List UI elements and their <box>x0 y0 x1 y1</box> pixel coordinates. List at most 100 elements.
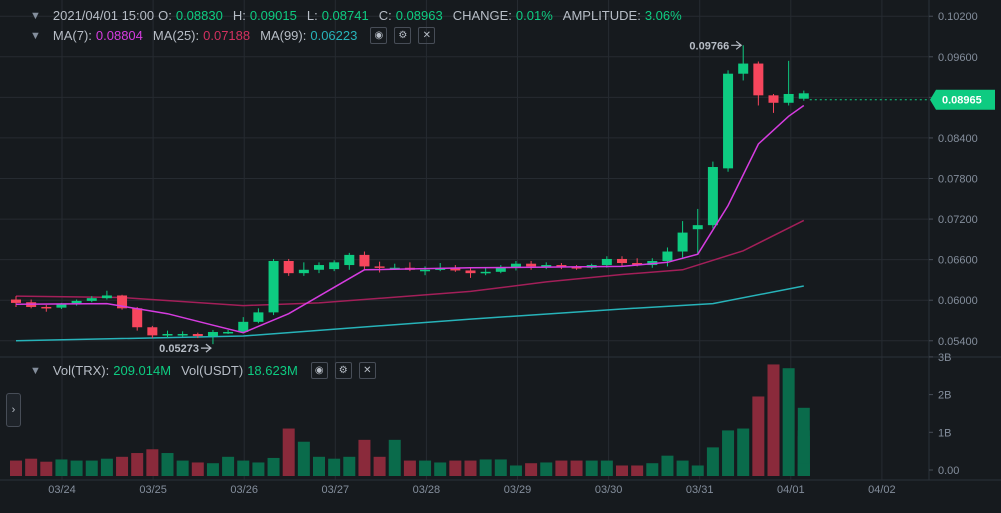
candle <box>117 294 128 310</box>
candle <box>223 329 234 335</box>
eye-icon[interactable]: ◉ <box>370 27 388 44</box>
candle <box>617 256 627 267</box>
volume-bar <box>40 461 53 476</box>
y-tick-label: 0.07200 <box>938 214 978 226</box>
candle-body <box>253 312 264 322</box>
volume-bar <box>252 462 265 476</box>
close-icon[interactable]: ✕ <box>358 362 376 379</box>
volume-bar <box>494 459 507 476</box>
volume-tick-label: 1B <box>938 427 951 439</box>
candle-body <box>541 265 552 267</box>
eye-icon[interactable]: ◉ <box>310 362 328 379</box>
volume-legend: ▼ Vol(TRX): 209.014M Vol(USDT) 18.623M ◉… <box>30 362 376 379</box>
candle <box>692 208 703 255</box>
ma7-value: 0.08804 <box>95 28 143 43</box>
expand-panel-button[interactable]: › <box>6 393 21 427</box>
ohlc-legend: ▼ 2021/04/01 15:00 O: 0.08830 H: 0.09015… <box>30 8 688 23</box>
candle <box>71 299 82 306</box>
amplitude-label: AMPLITUDE: <box>562 8 641 23</box>
x-tick-label: 03/29 <box>504 484 532 496</box>
y-tick-label: 0.07800 <box>938 174 978 186</box>
candle-body <box>56 304 67 308</box>
volume-bar <box>616 465 628 476</box>
volume-bar <box>313 456 325 476</box>
candle <box>556 263 567 270</box>
volume-bar <box>328 458 341 476</box>
y-tick-label: 0.06000 <box>938 295 978 307</box>
candle-body <box>101 295 112 299</box>
volume-bar <box>55 459 68 476</box>
candle-body <box>435 268 446 270</box>
candle <box>359 251 370 270</box>
close-icon[interactable]: ✕ <box>418 27 436 44</box>
candle <box>707 161 718 229</box>
candle-body <box>238 321 249 332</box>
last-price-badge <box>930 89 995 110</box>
candle-body <box>617 258 627 264</box>
open-value: 0.08830 <box>175 8 223 23</box>
candle <box>86 296 97 303</box>
volume-bar <box>449 460 462 476</box>
candle <box>738 45 749 81</box>
candle-body <box>480 271 491 274</box>
candle-body <box>344 254 355 266</box>
volume-bar <box>85 460 98 476</box>
volume-bar <box>419 460 432 476</box>
amplitude-value: 3.06% <box>644 8 682 23</box>
candle-body <box>207 331 218 337</box>
ma99-value: 0.06223 <box>310 28 358 43</box>
candle-body <box>420 269 431 272</box>
volume-bar <box>191 462 204 476</box>
x-tick-label: 03/27 <box>322 484 350 496</box>
chevron-down-icon[interactable]: ▼ <box>30 9 41 22</box>
y-tick-label: 0.08400 <box>938 133 978 145</box>
candle-body <box>692 225 703 230</box>
candles <box>11 45 809 345</box>
min-price-label: 0.05273 <box>159 343 199 355</box>
volume-bars <box>10 364 810 476</box>
volume-bar <box>388 439 401 476</box>
max-price-label: 0.09766 <box>689 40 729 52</box>
change-value: 0.01% <box>515 8 553 23</box>
volume-bar <box>706 447 719 476</box>
ma-legend: ▼ MA(7): 0.08804 MA(25): 0.07188 MA(99):… <box>30 27 436 44</box>
candle <box>480 267 491 276</box>
y-tick-label: 0.05400 <box>938 336 978 348</box>
chevron-down-icon[interactable]: ▼ <box>30 29 41 42</box>
candle <box>495 265 506 274</box>
candle <box>435 263 446 272</box>
volume-bar <box>237 460 250 476</box>
candle-body <box>495 267 506 272</box>
candle-body <box>147 327 158 336</box>
candle-body <box>571 267 582 269</box>
candle-body <box>632 263 643 266</box>
volume-bar <box>464 460 477 476</box>
volume-bar <box>358 439 371 476</box>
candle-body <box>556 265 567 268</box>
candle <box>283 258 294 276</box>
x-tick-label: 03/28 <box>413 484 441 496</box>
volume-bar <box>631 465 644 476</box>
vol-trx-value: 209.014M <box>113 363 172 378</box>
volume-bar <box>676 460 689 476</box>
candle-body <box>177 334 188 336</box>
candle-body <box>132 308 143 328</box>
volume-bar <box>116 456 129 476</box>
gear-icon[interactable]: ⚙ <box>334 362 352 379</box>
candle-body <box>450 268 461 271</box>
gear-icon[interactable]: ⚙ <box>394 27 412 44</box>
vol-usdt-label: Vol(USDT) <box>181 363 244 378</box>
volume-bar <box>797 407 810 476</box>
candle <box>344 252 355 270</box>
candle-body <box>71 300 82 305</box>
candle <box>329 260 340 272</box>
candle <box>768 93 779 113</box>
chevron-down-icon[interactable]: ▼ <box>30 364 41 377</box>
candle <box>192 332 203 339</box>
candle-body <box>329 262 340 270</box>
arrow-right-icon <box>200 343 212 353</box>
y-tick-label: 0.10200 <box>938 11 978 23</box>
volume-bar <box>146 449 159 476</box>
x-tick-label: 03/24 <box>48 484 76 496</box>
